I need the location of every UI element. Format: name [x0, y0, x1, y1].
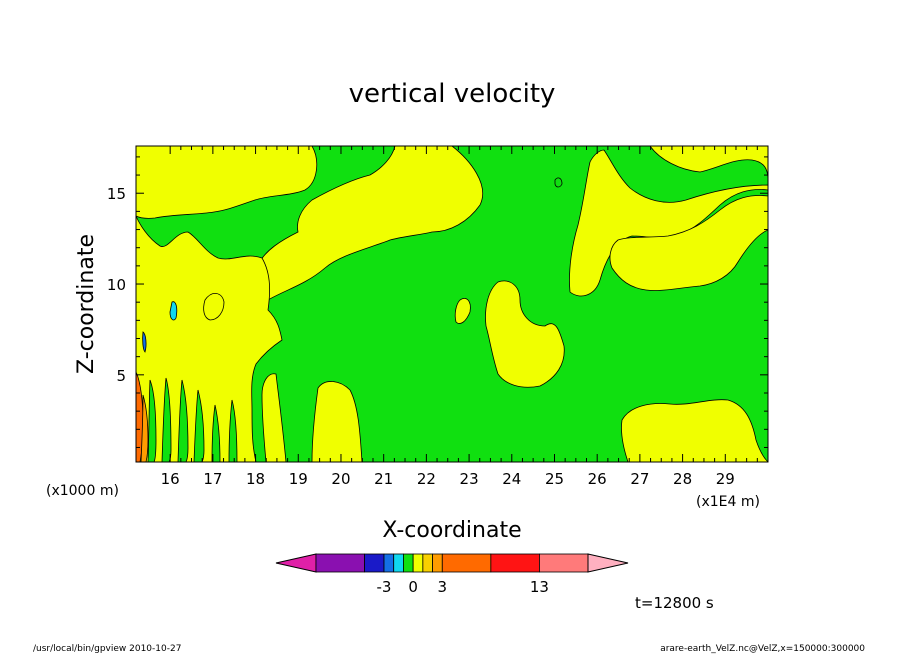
- x-axis-ticks: 16 17 18 19 20 21 22 23 24 25 26 27 28 29: [161, 146, 758, 488]
- colorbar-segment: [315, 553, 365, 573]
- x-tick-label: 20: [331, 470, 350, 488]
- y-tick-label: 5: [116, 367, 126, 385]
- x-tick-label: 19: [289, 470, 308, 488]
- contour-region-yellow-bottom-left-strip: [261, 373, 287, 462]
- x-tick-label: 24: [502, 470, 521, 488]
- contour-spot-blue: [142, 331, 147, 353]
- x-axis-label: X-coordinate: [382, 518, 521, 543]
- time-label: t=12800 s: [635, 594, 714, 612]
- x-tick-label: 21: [374, 470, 393, 488]
- contour-island-a: [203, 293, 225, 321]
- contour-region-yellow-upper-middle: [257, 146, 483, 301]
- contour-column-green-4: [193, 389, 205, 462]
- colorbar-segment: [539, 553, 589, 573]
- x-tick-label: 28: [673, 470, 692, 488]
- chart-title: vertical velocity: [349, 79, 556, 109]
- contour-fills: [136, 146, 768, 462]
- plot-frame: [135, 145, 769, 463]
- contour-region-yellow-center-right: [485, 280, 565, 388]
- x-tick-label: 25: [545, 470, 564, 488]
- x-tick-label: 18: [246, 470, 265, 488]
- x-tick-label: 27: [630, 470, 649, 488]
- x-tick-label: 23: [460, 470, 479, 488]
- colorbar-segment: [422, 553, 433, 573]
- colorbar: -3 0 3 13: [275, 553, 629, 596]
- x-tick-label: 17: [203, 470, 222, 488]
- contour-column-green-1: [147, 379, 157, 462]
- colorbar-segment: [490, 553, 540, 573]
- colorbar-segment: [364, 553, 385, 573]
- contour-island-b: [454, 298, 471, 324]
- plot-area: 16 17 18 19 20 21 22 23 24 25 26 27 28 29 5 10 15: [107, 145, 769, 488]
- footer-right: arare-earth_VelZ.nc@VelZ,x=150000:300000: [660, 644, 865, 654]
- contour-column-green-3: [177, 379, 189, 462]
- x-tick-label: 29: [716, 470, 735, 488]
- contour-region-yellow-bottom-middle: [311, 381, 363, 462]
- colorbar-segment: [441, 553, 492, 573]
- colorbar-tick-label: -3: [377, 578, 392, 596]
- colorbar-segment: [393, 553, 404, 573]
- colorbar-segment: [403, 553, 414, 573]
- x-axis-unit-right: (x1E4 m): [696, 494, 760, 510]
- colorbar-segment: [383, 553, 395, 573]
- contour-region-yellow-left: [136, 215, 283, 462]
- contour-region-yellow-upper-left: [136, 146, 318, 219]
- colorbar-tick-label: 3: [438, 578, 448, 596]
- colorbar-segment: [412, 553, 424, 573]
- contour-region-yellow-bottom-right: [621, 399, 768, 462]
- colorbar-tick-label: 13: [530, 578, 549, 596]
- contour-column-green-6: [228, 399, 238, 462]
- y-axis-label: Z-coordinate: [74, 234, 99, 374]
- colorbar-under-arrow: [275, 553, 317, 573]
- x-axis-unit-left: (x1000 m): [46, 483, 119, 499]
- contour-region-yellow-top-right: [570, 146, 768, 181]
- contour-region-yellow-far-right: [609, 195, 768, 291]
- contour-region-orange-edge: [140, 394, 149, 462]
- y-tick-label: 10: [107, 276, 126, 294]
- colorbar-segment: [432, 553, 443, 573]
- contour-island-c: [554, 177, 563, 188]
- x-tick-label: 16: [161, 470, 180, 488]
- contour-column-green-5: [211, 404, 221, 462]
- x-tick-label: 22: [417, 470, 436, 488]
- colorbar-tick-label: 0: [408, 578, 418, 596]
- y-axis-ticks: 5 10 15: [107, 156, 768, 448]
- contour-spot-cyan: [169, 301, 178, 321]
- footer-left: /usr/local/bin/gpview 2010-10-27: [33, 644, 181, 654]
- y-tick-label: 15: [107, 185, 126, 203]
- x-tick-label: 26: [588, 470, 607, 488]
- colorbar-over-arrow: [587, 553, 629, 573]
